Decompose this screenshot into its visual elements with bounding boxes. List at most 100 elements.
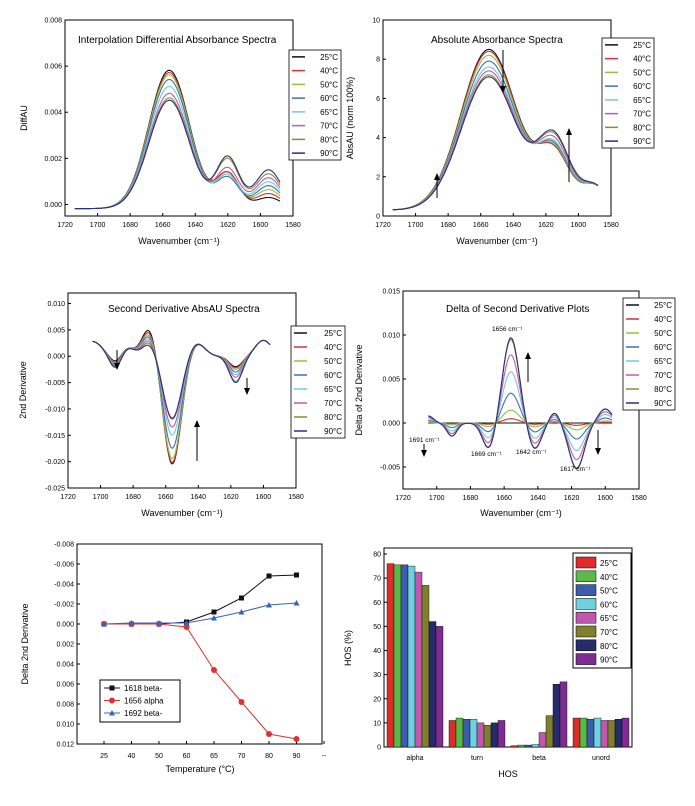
legend-label: 80°C: [600, 642, 618, 651]
x-axis-label: HOS: [498, 769, 518, 779]
bar-unord-90°C: [621, 717, 630, 748]
y-tick-label: 0.005: [382, 377, 400, 384]
x-tick-label: 1580: [285, 222, 301, 229]
arrows: [114, 350, 250, 461]
series-line-1656 alpha: [104, 623, 297, 740]
y-tick-label: 0: [376, 214, 380, 221]
bar-turn-65°C: [476, 722, 485, 748]
bar-unord-65°C: [600, 720, 609, 748]
chart-title: Interpolation Differential Absorbance Sp…: [78, 35, 277, 46]
x-tick-label: beta: [532, 755, 546, 762]
y-tick-label: 0.004: [44, 110, 62, 117]
series-line-25°C: [74, 69, 281, 210]
series-line-1692 beta-: [103, 602, 297, 625]
y-tick-label: 0.010: [382, 333, 400, 340]
x-tick-label: 1720: [60, 494, 76, 501]
y-axis-label: Delta of 2nd Derivative: [354, 344, 364, 435]
y-tick-label: 0.008: [56, 702, 74, 709]
data-point: [294, 572, 299, 578]
legend-swatch: [575, 556, 597, 569]
bar-alpha-80°C: [428, 621, 437, 748]
series-line-90°C: [92, 339, 271, 419]
legend-label: 70°C: [320, 122, 338, 131]
legend-label: 80°C: [324, 413, 342, 422]
bar-alpha-40°C: [393, 564, 402, 748]
legend-label: 70°C: [633, 110, 651, 119]
bar-turn-40°C: [455, 717, 464, 748]
y-tick-label: 0.006: [44, 64, 62, 71]
bar-turn-60°C: [469, 719, 478, 748]
y-tick-label: 0.012: [56, 742, 74, 749]
series-line-80°C: [392, 74, 599, 211]
y-tick-label: 30: [373, 672, 381, 679]
y-tick-label: -0.006: [54, 562, 74, 569]
legend-box: [622, 297, 676, 411]
y-tick-label: -0.025: [45, 486, 65, 493]
bar-beta-50°C: [524, 744, 533, 748]
y-tick-label: -0.020: [45, 459, 65, 466]
plot-frame: [382, 19, 612, 217]
panel-diff-absorbance: Interpolation Differential Absorbance Sp…: [19, 18, 342, 246]
x-tick-label: alpha: [406, 755, 423, 762]
bar-beta-25°C: [510, 745, 519, 748]
series-line-70°C: [428, 354, 613, 461]
x-tick-label: 1640: [530, 495, 546, 502]
bar-turn-80°C: [490, 722, 499, 748]
series-line-65°C: [428, 371, 613, 452]
y-tick-label: 0: [377, 745, 381, 752]
y-tick-label: -0.015: [45, 433, 65, 440]
y-axis-label: HOS (%): [343, 630, 353, 666]
y-axis-label: 2nd Derivative: [18, 361, 28, 419]
bar-alpha-50°C: [400, 564, 409, 748]
x-tick-label: 1700: [429, 495, 445, 502]
y-tick-label: 50: [373, 624, 381, 631]
legend-label: 65°C: [633, 96, 651, 105]
x-tick-label: 1660: [155, 222, 171, 229]
panel-absolute-absorbance: Absolute Absorbance Spectra Wavenumber (…: [345, 18, 655, 246]
legend-label: 90°C: [320, 149, 338, 158]
data-point: [211, 609, 217, 615]
legend-label: 70°C: [600, 628, 618, 637]
data-point: [239, 595, 244, 601]
x-tick-label: 1580: [603, 222, 619, 229]
x-tick-label: 1700: [93, 494, 109, 501]
x-tick-label: 90: [293, 753, 301, 760]
x-axis-label: Temperature (°C): [165, 764, 234, 774]
chart-title: Delta of Second Derivative Plots: [446, 304, 589, 315]
series-line-1618 beta-: [104, 574, 297, 625]
x-tick-label: 1640: [190, 494, 206, 501]
series-line-90°C: [74, 99, 281, 210]
bar-alpha-65°C: [414, 571, 423, 748]
panel-second-derivative: Second Derivative AbsAU Spectra Wavenumb…: [18, 292, 346, 518]
bar-unord-80°C: [614, 719, 623, 748]
y-tick-label: 0.000: [382, 421, 400, 428]
legend-label: 50°C: [600, 587, 618, 596]
legend-label: 25°C: [324, 329, 342, 338]
legend-label: 40°C: [600, 573, 618, 582]
bar-turn-25°C: [448, 720, 457, 748]
data-point: [101, 621, 107, 627]
panel-temperature-delta: Temperature (°C) Delta 2nd Derivative 25…: [20, 542, 327, 775]
x-tick-label: 65: [210, 753, 218, 760]
x-tick-label: 1640: [505, 222, 521, 229]
chart-title: Absolute Absorbance Spectra: [431, 35, 563, 46]
bar-turn-70°C: [483, 725, 492, 748]
x-tick-label: 80: [265, 753, 273, 760]
chart-title: Second Derivative AbsAU Spectra: [108, 304, 260, 315]
data-point: [238, 699, 245, 705]
panel-hos-bars: HOS HOS (%) alpha turn beta unord 0 10 20 30 40 5…: [343, 547, 633, 779]
data-point: [183, 620, 190, 626]
legend-label: 25°C: [600, 559, 618, 568]
x-tick-label: 1620: [223, 494, 239, 501]
legend-label: 60°C: [324, 371, 342, 380]
x-tick-label: 1620: [220, 222, 236, 229]
series-line-60°C: [428, 392, 613, 440]
data-point: [266, 573, 272, 579]
y-axis-label: DiffAU: [19, 105, 29, 131]
legend-marker: [109, 685, 115, 691]
data-point: [211, 667, 217, 673]
legend-swatch: [575, 570, 597, 583]
legend-swatch: [575, 584, 597, 596]
legend-label: 40°C: [324, 343, 342, 352]
x-tick-label: 1720: [375, 222, 391, 229]
